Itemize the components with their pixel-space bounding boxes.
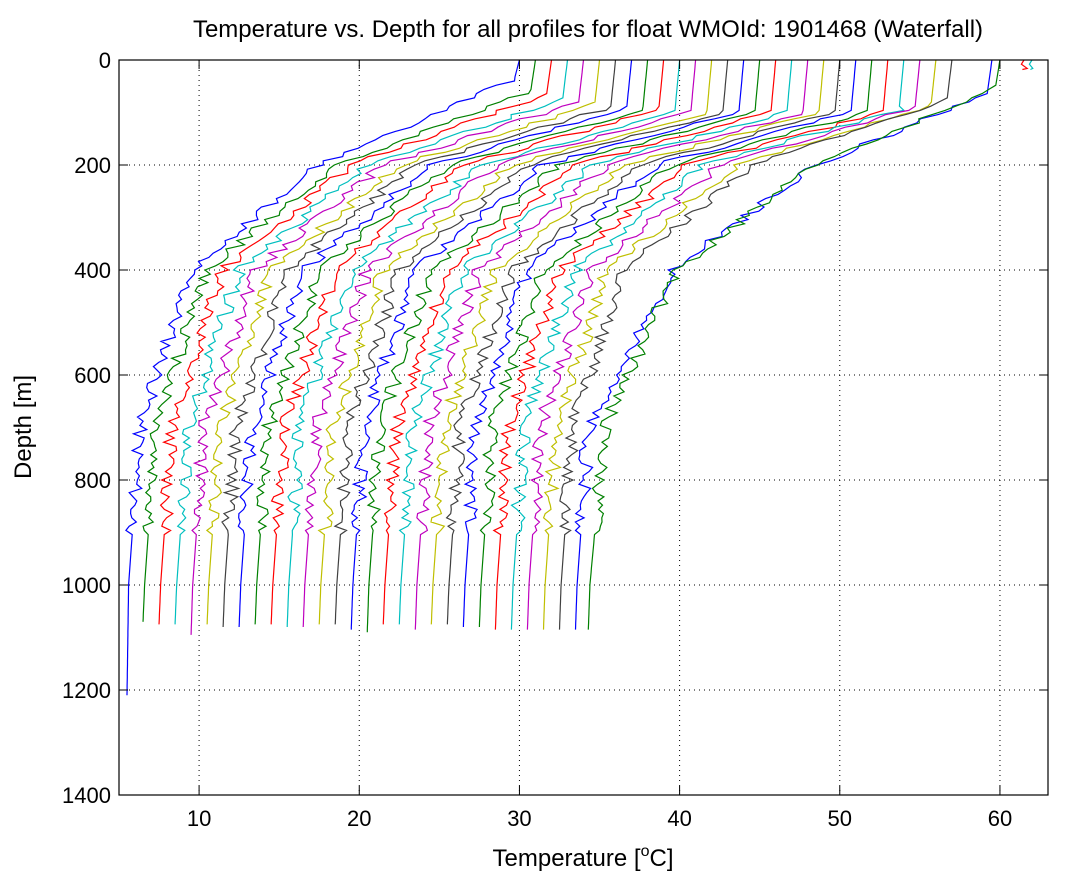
x-tick-label: 20 xyxy=(347,806,371,831)
profile-line xyxy=(221,59,617,628)
profile-line xyxy=(574,59,993,630)
profile-line xyxy=(414,59,809,630)
chart-title: Temperature vs. Depth for all profiles f… xyxy=(193,16,983,43)
profile-line xyxy=(254,59,649,625)
profile-line xyxy=(430,59,825,625)
profile-line xyxy=(478,59,873,628)
x-axis-label: Temperature [oC] xyxy=(493,843,674,872)
profile-line xyxy=(286,59,681,628)
y-tick-label: 800 xyxy=(74,468,111,493)
profile-line xyxy=(333,59,729,625)
plot-frame xyxy=(118,59,1049,796)
x-tick-label: 30 xyxy=(507,806,531,831)
profile-line xyxy=(510,59,906,630)
profile-line xyxy=(174,59,569,625)
x-tick-label: 40 xyxy=(667,806,691,831)
x-axis-label-unit: C] xyxy=(649,845,673,872)
axis-ticks xyxy=(119,59,1048,796)
profile-line xyxy=(350,59,745,630)
x-tick-label: 50 xyxy=(828,806,852,831)
profile-line xyxy=(1028,59,1034,71)
y-tick-label: 400 xyxy=(74,258,111,283)
profile-line xyxy=(587,59,1001,630)
profile-line xyxy=(542,59,937,630)
profile-line xyxy=(270,59,665,625)
profile-line xyxy=(302,59,697,628)
profile-line xyxy=(366,59,761,633)
x-axis-label-superscript: o xyxy=(641,843,650,860)
profile-line xyxy=(558,59,953,630)
profile-line xyxy=(462,59,857,628)
x-tick-labels: 10 20 30 40 50 60 xyxy=(187,806,1012,831)
y-tick-label: 1000 xyxy=(62,573,111,598)
y-tick-labels: 0 200 400 600 800 1000 1200 1400 xyxy=(62,48,111,808)
profile-line xyxy=(382,59,777,625)
profile-lines xyxy=(125,59,1034,696)
profile-line xyxy=(445,59,841,625)
plot-area xyxy=(119,60,1048,795)
profile-line xyxy=(526,59,921,630)
profile-line xyxy=(142,59,536,622)
x-tick-label: 60 xyxy=(988,806,1012,831)
profile-line xyxy=(1020,59,1029,71)
profile-line xyxy=(158,59,553,625)
profile-line xyxy=(317,59,713,625)
y-tick-label: 200 xyxy=(74,153,111,178)
y-tick-label: 1400 xyxy=(62,783,111,808)
y-axis-label: Depth [m] xyxy=(10,375,37,479)
y-tick-label: 0 xyxy=(99,48,111,73)
y-tick-label: 1200 xyxy=(62,678,111,703)
profile-line xyxy=(492,59,889,630)
profile-line xyxy=(237,59,633,628)
x-tick-label: 10 xyxy=(187,806,211,831)
profile-line xyxy=(398,59,793,625)
profile-line xyxy=(205,59,601,625)
profile-line xyxy=(190,59,585,635)
profile-line xyxy=(125,59,520,696)
y-tick-label: 600 xyxy=(74,363,111,388)
